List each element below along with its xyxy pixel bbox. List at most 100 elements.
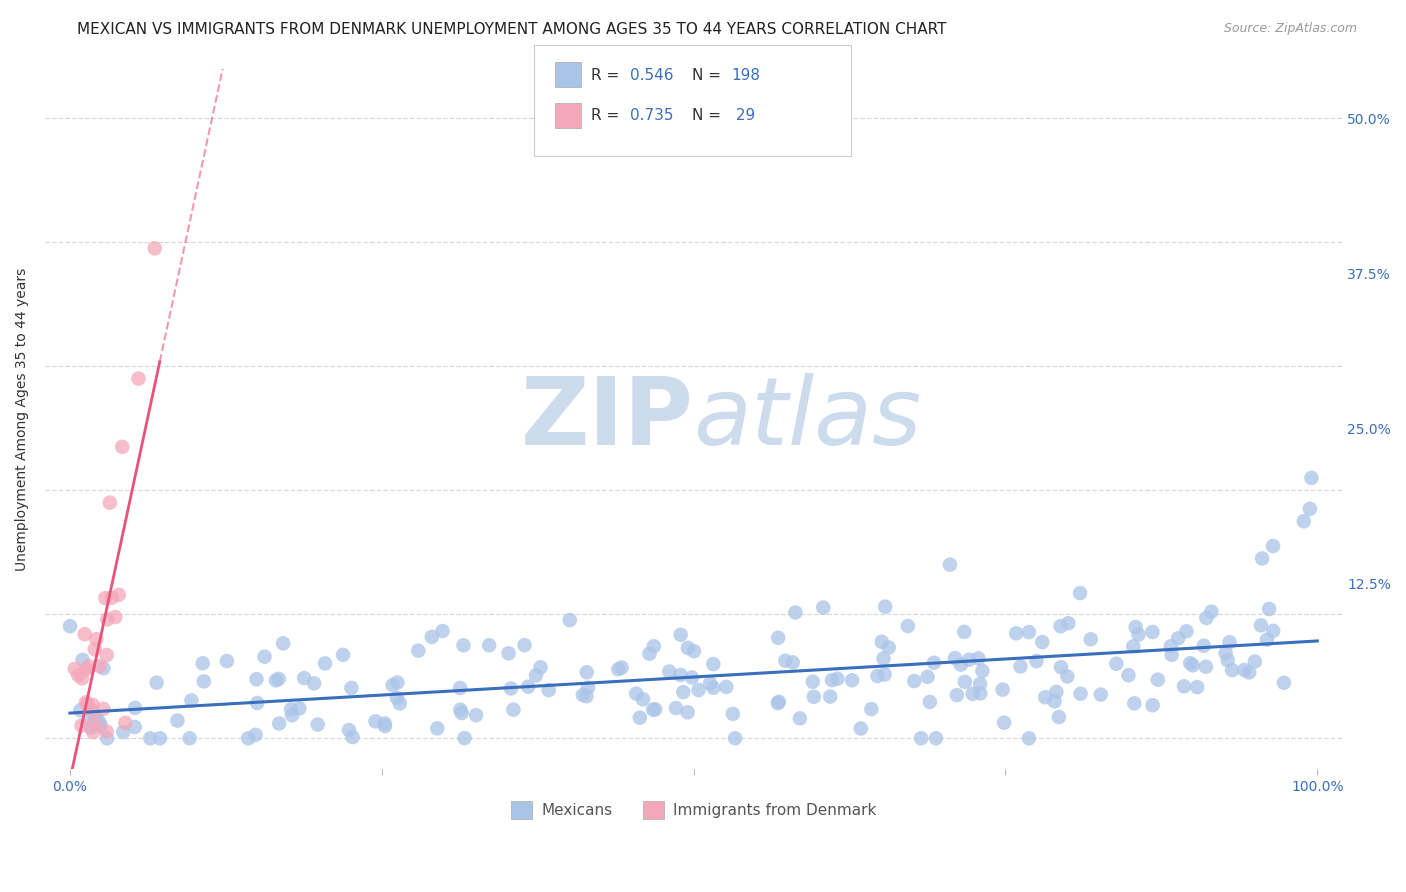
Point bbox=[1220, 663, 1243, 677]
Point bbox=[478, 638, 501, 652]
Point bbox=[875, 599, 897, 614]
Point bbox=[82, 698, 104, 712]
Point bbox=[124, 720, 146, 734]
Point bbox=[91, 702, 114, 716]
Point bbox=[453, 638, 475, 652]
Point bbox=[827, 672, 849, 686]
Point bbox=[524, 668, 547, 682]
Point bbox=[872, 651, 894, 665]
Point bbox=[1187, 680, 1209, 694]
Point bbox=[264, 673, 287, 688]
Point bbox=[246, 696, 269, 710]
Y-axis label: Unemployment Among Ages 35 to 44 years: Unemployment Among Ages 35 to 44 years bbox=[15, 268, 30, 571]
Point bbox=[1292, 514, 1315, 528]
Point bbox=[1018, 731, 1040, 746]
Point bbox=[699, 676, 721, 690]
Point bbox=[342, 730, 364, 744]
Point bbox=[1005, 626, 1028, 640]
Point bbox=[281, 708, 304, 723]
Point bbox=[143, 241, 166, 255]
Point bbox=[688, 683, 710, 698]
Point bbox=[849, 722, 872, 736]
Text: 29: 29 bbox=[731, 109, 755, 123]
Point bbox=[193, 674, 215, 689]
Point bbox=[374, 719, 396, 733]
Point bbox=[72, 653, 94, 667]
Point bbox=[785, 606, 807, 620]
Point bbox=[803, 690, 825, 704]
Point bbox=[575, 665, 598, 680]
Point bbox=[962, 687, 984, 701]
Point bbox=[558, 613, 581, 627]
Point bbox=[1057, 616, 1080, 631]
Point bbox=[83, 642, 105, 657]
Point bbox=[77, 659, 100, 673]
Point bbox=[406, 643, 429, 657]
Point bbox=[702, 657, 724, 671]
Point bbox=[267, 672, 290, 686]
Point bbox=[789, 711, 811, 725]
Point bbox=[124, 701, 146, 715]
Point bbox=[1261, 539, 1284, 553]
Point bbox=[388, 697, 411, 711]
Point bbox=[128, 371, 150, 385]
Point bbox=[610, 660, 633, 674]
Point bbox=[724, 731, 747, 746]
Point bbox=[1218, 635, 1240, 649]
Point bbox=[841, 673, 863, 688]
Point bbox=[432, 624, 454, 638]
Point bbox=[1142, 625, 1164, 640]
Point bbox=[1056, 669, 1078, 683]
Point bbox=[86, 632, 108, 647]
Point bbox=[271, 636, 294, 650]
Point bbox=[70, 718, 93, 732]
Point bbox=[1010, 659, 1032, 673]
Point bbox=[76, 698, 98, 712]
Point bbox=[1122, 640, 1144, 654]
Point bbox=[385, 690, 408, 705]
Point bbox=[337, 723, 360, 737]
Point bbox=[993, 715, 1015, 730]
Point bbox=[114, 715, 136, 730]
Point bbox=[96, 731, 118, 746]
Point bbox=[821, 673, 844, 688]
Point bbox=[1123, 697, 1146, 711]
Point bbox=[94, 591, 117, 606]
Point bbox=[969, 686, 991, 700]
Point bbox=[426, 722, 449, 736]
Point bbox=[702, 681, 724, 695]
Point bbox=[922, 656, 945, 670]
Point bbox=[1180, 656, 1202, 670]
Point bbox=[238, 731, 260, 746]
Point bbox=[1125, 620, 1147, 634]
Point bbox=[332, 648, 354, 662]
Point bbox=[1167, 632, 1189, 646]
Point bbox=[1263, 624, 1285, 638]
Point bbox=[766, 631, 789, 645]
Point bbox=[818, 690, 841, 704]
Point bbox=[374, 716, 396, 731]
Point bbox=[59, 619, 82, 633]
Point bbox=[1045, 685, 1067, 699]
Point bbox=[877, 640, 900, 655]
Point bbox=[1237, 665, 1260, 680]
Point bbox=[917, 670, 939, 684]
Point bbox=[82, 725, 104, 739]
Point bbox=[1215, 646, 1237, 660]
Point bbox=[1069, 586, 1091, 600]
Text: 0.546: 0.546 bbox=[630, 69, 673, 83]
Point bbox=[1025, 654, 1047, 668]
Point bbox=[801, 674, 824, 689]
Point bbox=[969, 677, 991, 691]
Point bbox=[873, 667, 896, 681]
Point bbox=[628, 711, 651, 725]
Point bbox=[638, 647, 661, 661]
Text: 0.735: 0.735 bbox=[630, 109, 673, 123]
Text: ZIP: ZIP bbox=[520, 373, 693, 465]
Point bbox=[1216, 653, 1239, 667]
Point bbox=[813, 600, 835, 615]
Point bbox=[1049, 619, 1071, 633]
Point bbox=[104, 610, 127, 624]
Point bbox=[499, 681, 522, 696]
Point bbox=[1031, 635, 1053, 649]
